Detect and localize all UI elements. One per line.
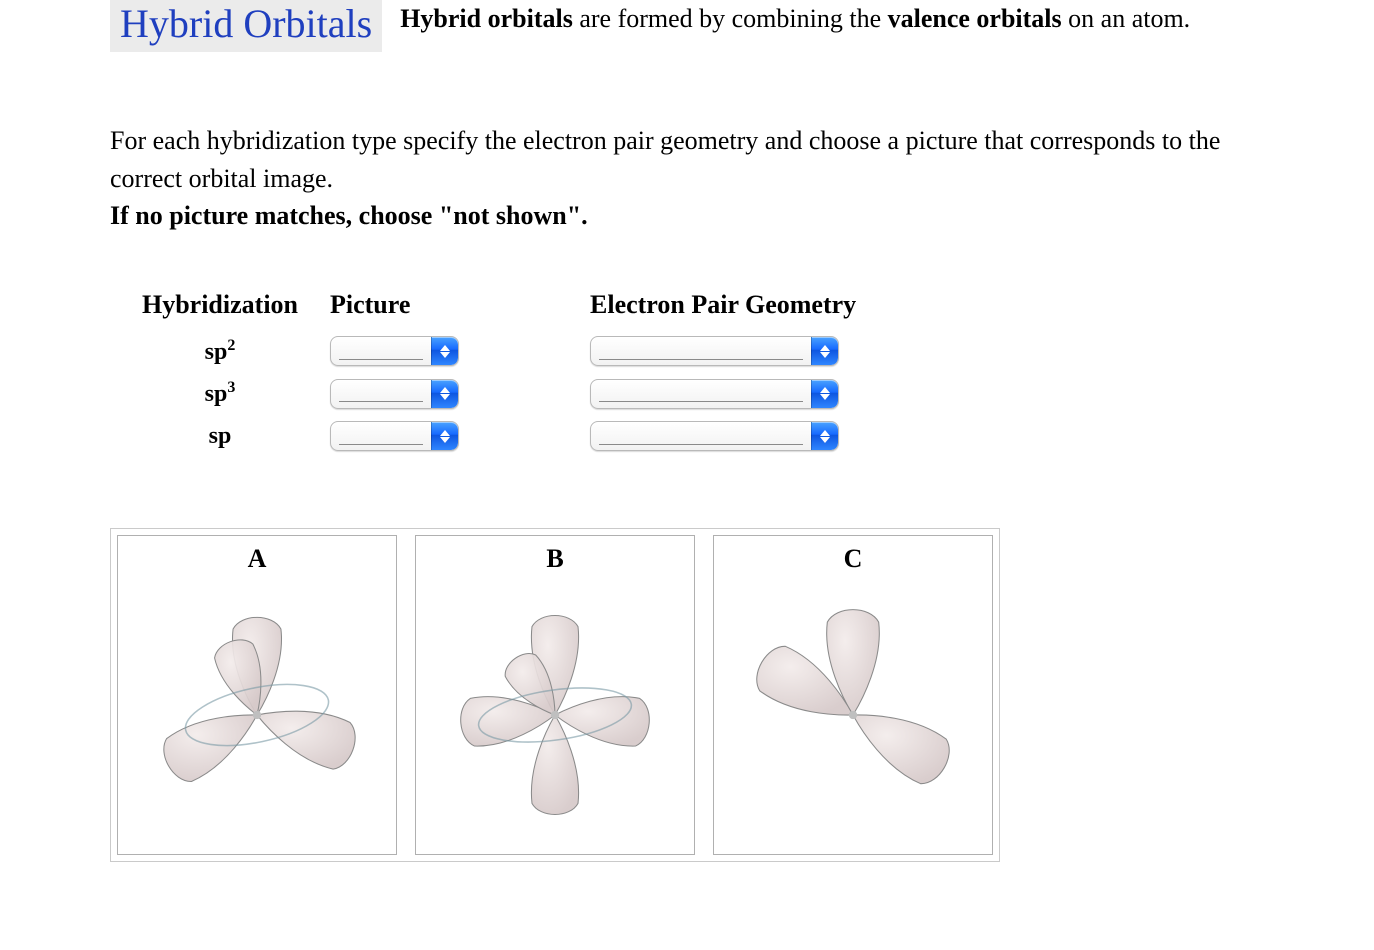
picture-select-value: [339, 385, 423, 402]
orbital-diagram-icon: [430, 590, 680, 840]
col-header-geometry: Electron Pair Geometry: [590, 290, 910, 330]
select-stepper-icon[interactable]: [811, 380, 838, 408]
select-stepper-icon[interactable]: [811, 422, 838, 450]
orbital-picture-A: A: [117, 535, 397, 855]
picture-select-row-2[interactable]: [330, 421, 459, 451]
table-row: sp2: [110, 330, 910, 373]
page: Hybrid Orbitals Hybrid orbitals are form…: [0, 0, 1374, 950]
instruction-line-2: If no picture matches, choose "not shown…: [110, 197, 1260, 235]
hybridization-label: sp: [110, 415, 330, 458]
select-stepper-icon[interactable]: [431, 337, 458, 365]
geometry-select-row-1[interactable]: [590, 379, 839, 409]
orbital-diagram-icon: [132, 590, 382, 840]
orbital-picture-C: C: [713, 535, 993, 855]
term-valence-orbitals: valence orbitals: [888, 4, 1062, 33]
col-header-hybridization: Hybridization: [110, 290, 330, 330]
select-stepper-icon[interactable]: [431, 380, 458, 408]
picture-select-value: [339, 343, 423, 360]
picture-select-row-1[interactable]: [330, 379, 459, 409]
orbital-picture-row: ABC: [110, 528, 1000, 862]
header: Hybrid Orbitals Hybrid orbitals are form…: [110, 0, 1264, 52]
geometry-select-value: [599, 343, 803, 360]
picture-select-value: [339, 428, 423, 445]
answer-table: Hybridization Picture Electron Pair Geom…: [110, 290, 910, 458]
term-hybrid-orbitals: Hybrid orbitals: [400, 4, 573, 33]
instruction-line-1: For each hybridization type specify the …: [110, 122, 1260, 197]
col-header-picture: Picture: [330, 290, 530, 330]
header-text-mid: are formed by combining the: [573, 4, 888, 33]
geometry-select-value: [599, 385, 803, 402]
table-row: sp3: [110, 373, 910, 416]
header-text-post: on an atom.: [1062, 4, 1191, 33]
select-stepper-icon[interactable]: [431, 422, 458, 450]
geometry-select-row-0[interactable]: [590, 336, 839, 366]
header-definition: Hybrid orbitals are formed by combining …: [400, 0, 1190, 38]
title-badge: Hybrid Orbitals: [110, 0, 382, 52]
table-row: sp: [110, 415, 910, 458]
hybridization-label: sp2: [110, 330, 330, 373]
orbital-picture-label: A: [122, 544, 392, 574]
picture-select-row-0[interactable]: [330, 336, 459, 366]
orbital-picture-label: B: [420, 544, 690, 574]
instructions: For each hybridization type specify the …: [110, 122, 1260, 235]
geometry-select-row-2[interactable]: [590, 421, 839, 451]
orbital-diagram-icon: [728, 590, 978, 840]
hybridization-label: sp3: [110, 373, 330, 416]
select-stepper-icon[interactable]: [811, 337, 838, 365]
geometry-select-value: [599, 428, 803, 445]
orbital-picture-B: B: [415, 535, 695, 855]
orbital-picture-label: C: [718, 544, 988, 574]
